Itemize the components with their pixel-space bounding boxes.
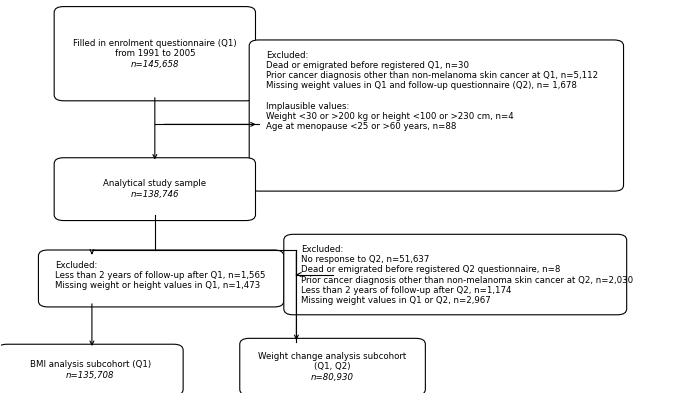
Text: n=135,708: n=135,708 bbox=[66, 371, 114, 379]
Text: Less than 2 years of follow-up after Q2, n=1,174: Less than 2 years of follow-up after Q2,… bbox=[301, 286, 511, 295]
Text: BMI analysis subcohort (Q1): BMI analysis subcohort (Q1) bbox=[29, 360, 151, 369]
Text: n=138,746: n=138,746 bbox=[131, 190, 179, 199]
Text: n=145,658: n=145,658 bbox=[131, 60, 179, 69]
Text: Age at menopause <25 or >60 years, n=88: Age at menopause <25 or >60 years, n=88 bbox=[266, 122, 457, 131]
Text: Dead or emigrated before registered Q2 questionnaire, n=8: Dead or emigrated before registered Q2 q… bbox=[301, 266, 560, 274]
Text: Missing weight values in Q1 or Q2, n=2,967: Missing weight values in Q1 or Q2, n=2,9… bbox=[301, 296, 490, 305]
Text: Filled in enrolment questionnaire (Q1): Filled in enrolment questionnaire (Q1) bbox=[73, 39, 236, 48]
Text: Analytical study sample: Analytical study sample bbox=[103, 179, 206, 188]
FancyBboxPatch shape bbox=[284, 234, 627, 315]
Text: Implausible values:: Implausible values: bbox=[266, 102, 349, 111]
Text: Less than 2 years of follow-up after Q1, n=1,565: Less than 2 years of follow-up after Q1,… bbox=[55, 271, 266, 280]
Text: Excluded:: Excluded: bbox=[55, 260, 98, 269]
FancyBboxPatch shape bbox=[240, 338, 425, 394]
Text: No response to Q2, n=51,637: No response to Q2, n=51,637 bbox=[301, 255, 429, 264]
Text: Weight change analysis subcohort: Weight change analysis subcohort bbox=[258, 352, 407, 361]
Text: Excluded:: Excluded: bbox=[266, 50, 308, 59]
Text: Excluded:: Excluded: bbox=[301, 245, 343, 254]
FancyBboxPatch shape bbox=[54, 7, 256, 101]
Text: Dead or emigrated before registered Q1, n=30: Dead or emigrated before registered Q1, … bbox=[266, 61, 469, 70]
Text: (Q1, Q2): (Q1, Q2) bbox=[314, 362, 351, 371]
FancyBboxPatch shape bbox=[0, 344, 183, 394]
Text: Weight <30 or >200 kg or height <100 or >230 cm, n=4: Weight <30 or >200 kg or height <100 or … bbox=[266, 112, 514, 121]
Text: n=80,930: n=80,930 bbox=[311, 373, 354, 382]
Text: from 1991 to 2005: from 1991 to 2005 bbox=[114, 49, 195, 58]
FancyBboxPatch shape bbox=[54, 158, 256, 221]
Text: Missing weight values in Q1 and follow-up questionnaire (Q2), n= 1,678: Missing weight values in Q1 and follow-u… bbox=[266, 81, 577, 90]
FancyBboxPatch shape bbox=[38, 250, 284, 307]
FancyBboxPatch shape bbox=[249, 40, 623, 191]
Text: Prior cancer diagnosis other than non-melanoma skin cancer at Q1, n=5,112: Prior cancer diagnosis other than non-me… bbox=[266, 71, 598, 80]
Text: Missing weight or height values in Q1, n=1,473: Missing weight or height values in Q1, n… bbox=[55, 281, 261, 290]
Text: Prior cancer diagnosis other than non-melanoma skin cancer at Q2, n=2,030: Prior cancer diagnosis other than non-me… bbox=[301, 276, 633, 284]
